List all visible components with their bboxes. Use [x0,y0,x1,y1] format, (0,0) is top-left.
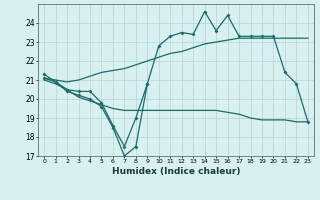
X-axis label: Humidex (Indice chaleur): Humidex (Indice chaleur) [112,167,240,176]
